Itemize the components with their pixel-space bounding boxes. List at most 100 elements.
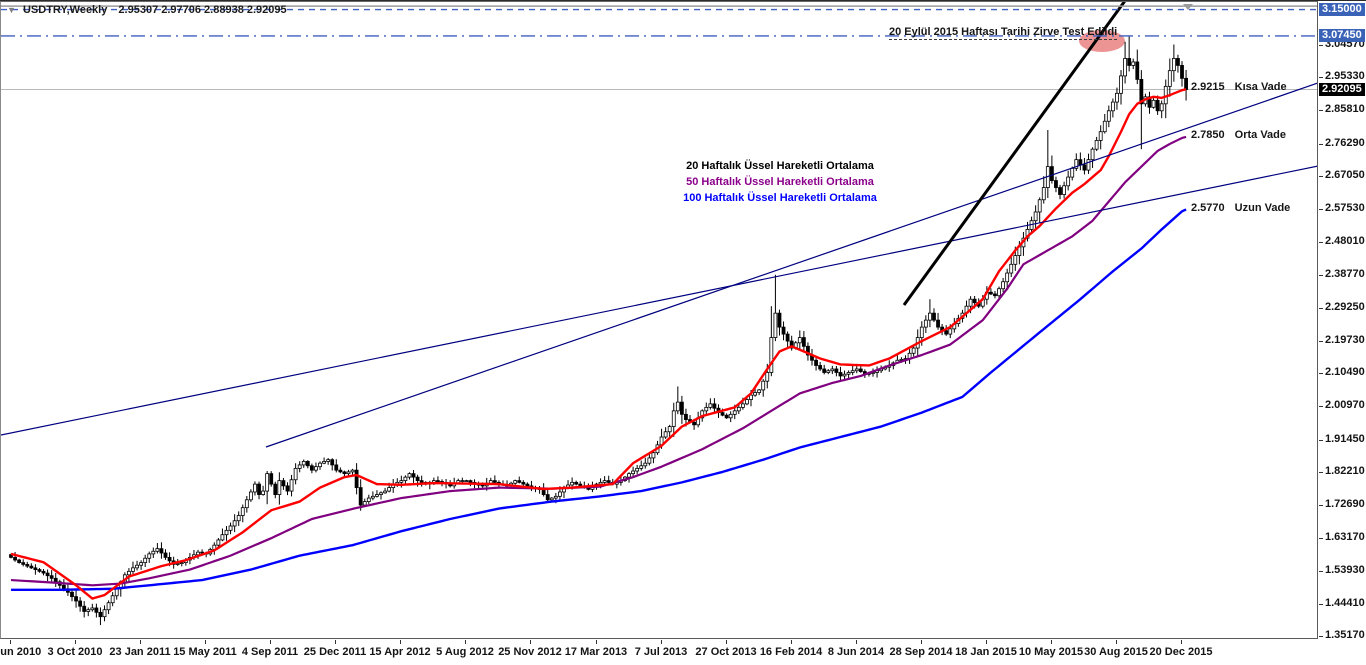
candle-body (838, 372, 843, 377)
candle-body (785, 333, 790, 342)
candle-body (228, 525, 233, 531)
candle-body (1119, 75, 1123, 94)
candle-body (220, 534, 225, 541)
candle-body (1159, 103, 1164, 112)
x-tick-mark (335, 640, 336, 644)
candle-body (663, 431, 668, 438)
candle-body (944, 330, 949, 335)
candle-body (1074, 159, 1079, 169)
x-tick-mark (400, 640, 401, 644)
candle-body (818, 365, 823, 370)
chart-plot-area[interactable] (0, 1, 1318, 639)
candle-body (244, 499, 249, 509)
candle-body (675, 401, 680, 412)
candle-body (753, 392, 757, 396)
candle-body (318, 462, 322, 468)
candle-body (517, 480, 522, 483)
long-trendline-upper[interactable] (265, 66, 1317, 448)
candle-body (525, 483, 530, 487)
long-trendline-lower[interactable] (1, 156, 1317, 436)
legend-ema-100: 100 Haftalık Üssel Hareketli Ortalama (683, 192, 877, 204)
candle-body (1110, 101, 1115, 112)
candle-body (41, 570, 46, 574)
candle-body (732, 410, 737, 415)
candle-body (236, 515, 241, 522)
steep-rally-trendline[interactable] (902, 2, 1127, 306)
price-axis[interactable]: 3.04570 2.95330 2.85810 2.76290 2.67050 2.575… (1319, 1, 1366, 641)
candle-body (997, 288, 1001, 297)
candle-body (159, 548, 164, 554)
candle-body (1184, 77, 1188, 90)
candle-body (273, 483, 278, 495)
candle-body (326, 459, 331, 462)
candle-body (78, 600, 83, 607)
candle-body (468, 480, 473, 483)
candle-body (253, 483, 257, 493)
y-tick-mark (1319, 209, 1323, 210)
candle-body (1070, 167, 1075, 178)
peak-annotation: 20 Eylül 2015 Haftası Tarihi Zirve Test … (889, 26, 1118, 40)
candle-body (224, 529, 229, 536)
candle-body (1106, 110, 1111, 122)
x-tick-label: 20 Dec 2015 (1149, 646, 1213, 658)
candle-body (37, 569, 42, 572)
y-tick-mark (1319, 77, 1323, 78)
y-tick-label: 1.72690 (1325, 498, 1365, 510)
x-tick-mark (465, 640, 466, 644)
candle-body (1013, 255, 1018, 265)
x-tick-mark (986, 640, 987, 644)
y-tick-label: 2.00970 (1325, 399, 1365, 411)
y-tick-label: 2.19730 (1325, 334, 1365, 346)
candle-body (407, 473, 412, 478)
y-tick-mark (1319, 144, 1323, 145)
y-tick-label: 2.29250 (1325, 301, 1365, 313)
x-tick-label: 30 Aug 2015 (1084, 646, 1148, 658)
candle-body (932, 312, 936, 321)
candle-body (712, 403, 717, 409)
candle-body (919, 326, 924, 338)
candle-body (700, 410, 705, 419)
ohlc-values: 2.95307 2.97706 2.88938 2.92095 (118, 4, 287, 16)
candle-body (1167, 70, 1172, 87)
x-tick-mark (791, 640, 792, 644)
x-tick-label: 23 Jan 2011 (109, 646, 171, 658)
y-tick-label: 1.63170 (1325, 531, 1365, 543)
candle-body (936, 319, 940, 328)
candle-body (1009, 263, 1014, 274)
y-tick-label: 2.38770 (1325, 268, 1365, 280)
candle-body (106, 602, 111, 611)
candle-body (33, 567, 38, 570)
x-tick-label: 25 Nov 2012 (498, 646, 562, 658)
chart-title-bar: ▼ USDTRY,Weekly 2.95307 2.97706 2.88938 … (7, 4, 287, 16)
candle-body (968, 298, 973, 307)
candle-body (1041, 187, 1046, 201)
candle-body (301, 461, 306, 466)
candle-body (1001, 281, 1006, 290)
candle-body (513, 480, 518, 484)
candle-body (114, 588, 119, 597)
candle-body (216, 539, 221, 546)
candle-body (553, 495, 558, 499)
y-tick-mark (1319, 176, 1323, 177)
candle-body (460, 480, 465, 483)
candle-body (761, 380, 766, 391)
candlestick-chart-canvas[interactable] (1, 2, 1317, 638)
long-term-label: 2.5770 Uzun Vade (1191, 202, 1291, 214)
candle-body (387, 487, 392, 492)
price-badge-3.07450: 3.07450 (1319, 29, 1365, 42)
candle-body (720, 412, 725, 416)
candle-body (1102, 120, 1107, 133)
candle-body (49, 575, 54, 579)
candle-body (480, 484, 485, 487)
candle-body (155, 548, 160, 552)
candle-body (21, 562, 26, 565)
y-tick-mark (1319, 440, 1323, 441)
candle-body (330, 459, 335, 466)
candle-body (240, 507, 245, 516)
candle-body (13, 556, 17, 561)
candle-body (82, 605, 87, 612)
candle-body (826, 370, 831, 373)
x-tick-label: 13 Jun 2010 (0, 646, 42, 658)
symbol-dropdown-icon[interactable]: ▼ (7, 5, 16, 15)
